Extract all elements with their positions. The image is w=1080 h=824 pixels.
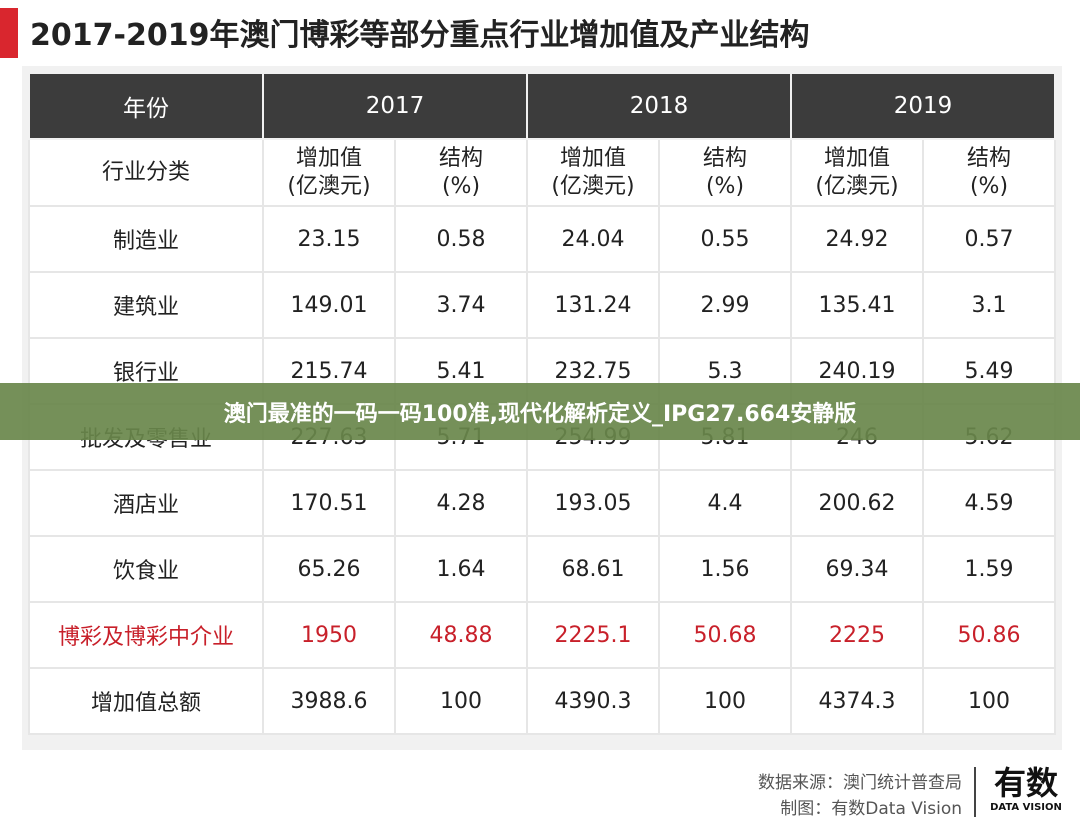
value-header: 增加值 (亿澳元) bbox=[526, 138, 660, 207]
value-header: 增加值 (亿澳元) bbox=[790, 138, 924, 207]
share-cell: 3.74 bbox=[394, 271, 528, 339]
value-cell: 65.26 bbox=[262, 535, 396, 603]
value-cell: 23.15 bbox=[262, 205, 396, 273]
year-2019: 2019 bbox=[790, 72, 1056, 140]
source-text: 数据来源：澳门统计普查局 bbox=[758, 773, 962, 793]
page-title: 2017-2019年澳门博彩等部分重点行业增加值及产业结构 bbox=[30, 18, 810, 53]
share-cell: 1.56 bbox=[658, 535, 792, 603]
value-cell: 24.04 bbox=[526, 205, 660, 273]
share-cell: 50.86 bbox=[922, 601, 1056, 669]
year-header: 年份 bbox=[28, 72, 264, 140]
table-row: 酒店业 170.51 4.28 193.05 4.4 200.62 4.59 bbox=[28, 469, 1056, 537]
share-cell: 4.28 bbox=[394, 469, 528, 537]
value-cell: 200.62 bbox=[790, 469, 924, 537]
share-header: 结构 (%) bbox=[922, 138, 1056, 207]
share-cell: 100 bbox=[922, 667, 1056, 735]
share-header: 结构 (%) bbox=[394, 138, 528, 207]
share-cell: 4.59 bbox=[922, 469, 1056, 537]
logo-sub: DATA VISION bbox=[990, 802, 1062, 813]
row-category: 制造业 bbox=[28, 205, 264, 273]
overlay-banner: 澳门最准的一码一码100准,现代化解析定义_IPG27.664安静版 bbox=[0, 383, 1080, 440]
value-cell: 2225.1 bbox=[526, 601, 660, 669]
share-cell: 50.68 bbox=[658, 601, 792, 669]
value-cell: 24.92 bbox=[790, 205, 924, 273]
table-row: 饮食业 65.26 1.64 68.61 1.56 69.34 1.59 bbox=[28, 535, 1056, 603]
value-cell: 3988.6 bbox=[262, 667, 396, 735]
share-cell: 3.1 bbox=[922, 271, 1056, 339]
value-cell: 4390.3 bbox=[526, 667, 660, 735]
share-cell: 2.99 bbox=[658, 271, 792, 339]
value-cell: 135.41 bbox=[790, 271, 924, 339]
value-cell: 68.61 bbox=[526, 535, 660, 603]
year-2017: 2017 bbox=[262, 72, 528, 140]
footer-source: 数据来源：澳门统计普查局 制图：有数Data Vision bbox=[758, 770, 962, 822]
share-cell: 4.4 bbox=[658, 469, 792, 537]
value-cell: 2225 bbox=[790, 601, 924, 669]
value-cell: 4374.3 bbox=[790, 667, 924, 735]
value-cell: 170.51 bbox=[262, 469, 396, 537]
share-cell: 100 bbox=[658, 667, 792, 735]
category-header: 行业分类 bbox=[28, 138, 264, 207]
table-row: 建筑业 149.01 3.74 131.24 2.99 135.41 3.1 bbox=[28, 271, 1056, 339]
share-cell: 100 bbox=[394, 667, 528, 735]
value-cell: 69.34 bbox=[790, 535, 924, 603]
value-header: 增加值 (亿澳元) bbox=[262, 138, 396, 207]
share-cell: 48.88 bbox=[394, 601, 528, 669]
share-cell: 1.64 bbox=[394, 535, 528, 603]
value-cell: 131.24 bbox=[526, 271, 660, 339]
row-category: 建筑业 bbox=[28, 271, 264, 339]
row-category: 酒店业 bbox=[28, 469, 264, 537]
share-header: 结构 (%) bbox=[658, 138, 792, 207]
logo-main: 有数 bbox=[993, 764, 1058, 802]
table-row: 博彩及博彩中介业 1950 48.88 2225.1 50.68 2225 50.86 bbox=[28, 601, 1056, 669]
table-row: 银行业 215.74 5.41 232.75 5.3 240.19 5.49 bbox=[28, 337, 1056, 405]
share-cell: 0.55 bbox=[658, 205, 792, 273]
footer-divider bbox=[974, 767, 976, 817]
share-cell: 0.57 bbox=[922, 205, 1056, 273]
table-row: 增加值总额 3988.6 100 4390.3 100 4374.3 100 bbox=[28, 667, 1056, 735]
logo: 有数 DATA VISION bbox=[986, 764, 1066, 813]
value-cell: 1950 bbox=[262, 601, 396, 669]
value-cell: 193.05 bbox=[526, 469, 660, 537]
made-by-text: 制图：有数Data Vision bbox=[780, 799, 962, 819]
row-category: 饮食业 bbox=[28, 535, 264, 603]
value-cell: 149.01 bbox=[262, 271, 396, 339]
share-cell: 1.59 bbox=[922, 535, 1056, 603]
row-category: 增加值总额 bbox=[28, 667, 264, 735]
table-row: 制造业 23.15 0.58 24.04 0.55 24.92 0.57 bbox=[28, 205, 1056, 273]
row-category: 博彩及博彩中介业 bbox=[28, 601, 264, 669]
share-cell: 0.58 bbox=[394, 205, 528, 273]
title-accent-bar bbox=[0, 8, 18, 58]
year-2018: 2018 bbox=[526, 72, 792, 140]
